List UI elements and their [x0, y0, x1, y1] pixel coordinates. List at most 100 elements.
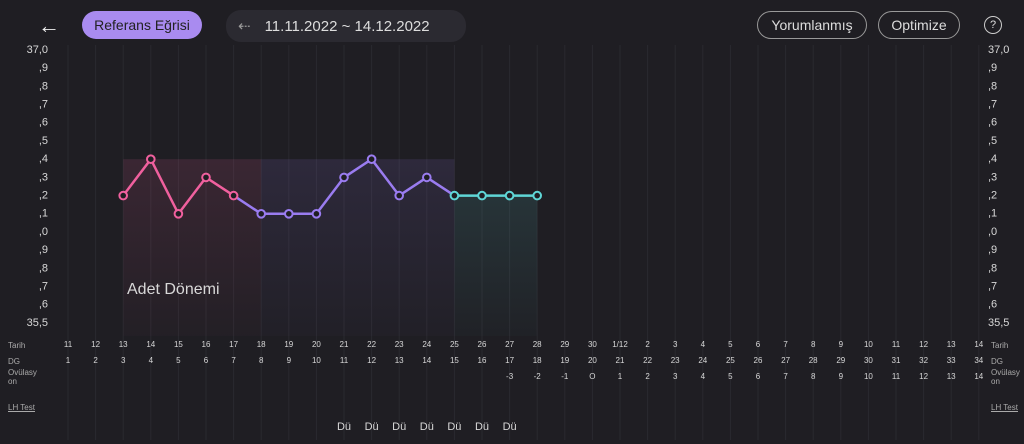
date-label: 22 [367, 340, 376, 349]
y2-tick-label: ,9 [988, 62, 997, 74]
cycle-day: 12 [367, 356, 376, 365]
y-tick-label: ,5 [39, 135, 48, 147]
cycle-day: 5 [176, 356, 181, 365]
cycle-day: 10 [312, 356, 321, 365]
date-label: 26 [478, 340, 487, 349]
y-tick-label: ,6 [39, 299, 48, 311]
ovulation-day: 6 [756, 372, 761, 381]
ovulation-day: -1 [561, 372, 569, 381]
date-label: 28 [533, 340, 542, 349]
ovulation-day: 2 [645, 372, 650, 381]
connector [232, 194, 262, 215]
y2-tick-label: ,0 [988, 226, 997, 238]
y-tick-label: ,8 [39, 262, 48, 274]
cycle-day: 14 [422, 356, 431, 365]
date-range-text: 11.11.2022 ~ 14.12.2022 [264, 17, 430, 35]
cycle-day: 9 [287, 356, 292, 365]
cycle-day: 15 [450, 356, 459, 365]
y2-tick-label: ,7 [988, 99, 997, 111]
range-icon: ⇠ [238, 18, 251, 35]
y2-tick-label: 37,0 [988, 44, 1009, 56]
reference-button[interactable]: Referans Eğrisi [82, 11, 202, 39]
day-mark: Dü [392, 421, 406, 433]
phase-area [454, 195, 538, 336]
date-label: 14 [146, 340, 155, 349]
ovulation-day: -2 [534, 372, 542, 381]
y-tick-label: ,0 [39, 226, 48, 238]
cycle-day: 2 [93, 356, 98, 365]
temp-point [228, 190, 239, 201]
cycle-day: 6 [204, 356, 209, 365]
date-label: 5 [728, 340, 733, 349]
row-label: Ovülasyon [8, 368, 37, 386]
ovulation-day: 4 [701, 372, 706, 381]
ovulation-day: -3 [506, 372, 514, 381]
date-label: 8 [811, 340, 816, 349]
cycle-day: 30 [864, 356, 873, 365]
cycle-day: 32 [919, 356, 928, 365]
day-mark: Dü [503, 421, 517, 433]
date-label: 27 [505, 340, 514, 349]
temp-point [146, 154, 156, 164]
date-range[interactable]: ⇠ 11.11.2022 ~ 14.12.2022 [226, 10, 466, 42]
cycle-day: 8 [259, 356, 264, 365]
date-label: 4 [701, 340, 706, 349]
y-tick-label: ,4 [39, 153, 48, 165]
optimize-button[interactable]: Optimize [878, 11, 960, 39]
interpreted-button[interactable]: Yorumlanmış [757, 11, 867, 39]
cycle-day: 16 [478, 356, 487, 365]
temp-point [504, 190, 515, 201]
date-label: 1/12 [612, 340, 628, 349]
day-mark: Dü [365, 421, 379, 433]
date-label: 11 [64, 340, 73, 349]
cycle-day: 34 [974, 356, 983, 365]
row-label: Tarih [991, 341, 1009, 350]
y-tick-label: ,8 [39, 80, 48, 92]
y-tick-label: 35,5 [27, 317, 48, 329]
ovulation-day: 7 [783, 372, 788, 381]
ovulation-day: 9 [839, 372, 844, 381]
y2-tick-label: ,8 [988, 262, 997, 274]
help-button[interactable]: ? [984, 16, 1002, 34]
date-label: 24 [422, 340, 431, 349]
ovulation-day: 1 [618, 372, 623, 381]
back-button[interactable]: ← [38, 13, 60, 38]
y2-tick-label: ,6 [988, 299, 997, 311]
temp-point [201, 172, 211, 183]
ovulation-day: 11 [892, 372, 901, 381]
date-label: 12 [91, 340, 100, 349]
row-label: DG [991, 357, 1003, 366]
date-label: 6 [756, 340, 761, 349]
y2-tick-label: ,9 [988, 244, 997, 256]
cycle-day: 27 [781, 356, 790, 365]
date-label: 21 [340, 340, 349, 349]
date-label: 11 [892, 340, 901, 349]
day-mark: Dü [337, 421, 351, 433]
temp-point [339, 172, 349, 183]
date-label: 2 [645, 340, 650, 349]
cycle-day: 28 [809, 356, 818, 365]
ovulation-day: O [589, 372, 595, 381]
y2-tick-label: ,2 [988, 190, 997, 202]
date-label: 12 [919, 340, 928, 349]
date-label: 19 [284, 340, 293, 349]
cycle-day: 31 [892, 356, 901, 365]
temp-point [449, 190, 460, 201]
cycle-day: 11 [340, 356, 349, 365]
cycle-day: 18 [533, 356, 542, 365]
date-label: 10 [864, 340, 873, 349]
date-label: 9 [839, 340, 844, 349]
day-mark: Dü [447, 421, 461, 433]
y2-tick-label: ,3 [988, 171, 997, 183]
y2-tick-label: ,5 [988, 135, 997, 147]
temp-point [118, 190, 128, 201]
date-label: 17 [229, 340, 238, 349]
ovulation-day: 13 [947, 372, 956, 381]
date-label: 14 [974, 340, 983, 349]
cycle-day: 25 [726, 356, 735, 365]
y2-tick-label: ,7 [988, 281, 997, 293]
date-label: 30 [588, 340, 597, 349]
y-tick-label: ,6 [39, 117, 48, 129]
